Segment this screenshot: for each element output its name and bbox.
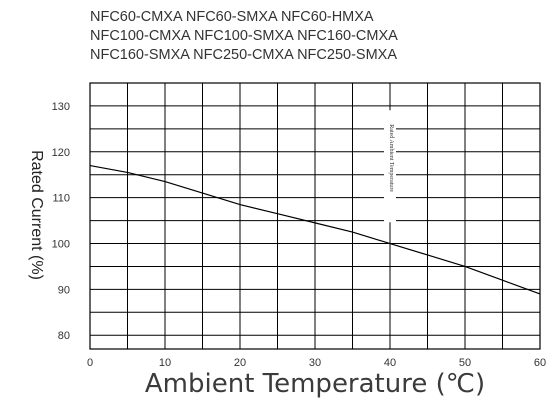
y-tick-label: 110 bbox=[52, 193, 70, 205]
x-tick-label: 50 bbox=[459, 357, 471, 369]
x-tick-label: 20 bbox=[234, 357, 246, 369]
y-tick-label: 100 bbox=[52, 239, 70, 251]
model-line-1: NFC60-CMXA NFC60-SMXA NFC60-HMXA bbox=[90, 9, 374, 25]
model-list: NFC60-CMXA NFC60-SMXA NFC60-HMXA NFC100-… bbox=[90, 8, 398, 65]
y-tick-label: 130 bbox=[52, 101, 70, 113]
y-tick-label: 80 bbox=[58, 330, 70, 342]
x-tick-label: 30 bbox=[309, 357, 321, 369]
x-axis-label: Ambient Temperature (℃) bbox=[144, 369, 486, 399]
x-tick-label: 10 bbox=[159, 357, 171, 369]
annotation-label: Rated Ambient Temperature bbox=[388, 124, 394, 192]
x-tick-label: 0 bbox=[87, 357, 93, 369]
plot-frame bbox=[89, 82, 541, 350]
model-line-3: NFC160-SMXA NFC250-CMXA NFC250-SMXA bbox=[90, 47, 397, 63]
x-tick-label: 60 bbox=[534, 357, 546, 369]
model-line-2: NFC100-CMXA NFC100-SMXA NFC160-CMXA bbox=[90, 28, 398, 44]
x-tick-label: 40 bbox=[384, 357, 396, 369]
y-tick-label: 120 bbox=[52, 147, 70, 159]
y-tick-label: 90 bbox=[58, 284, 70, 296]
series-line bbox=[89, 164, 541, 295]
annotation-background bbox=[384, 110, 396, 223]
